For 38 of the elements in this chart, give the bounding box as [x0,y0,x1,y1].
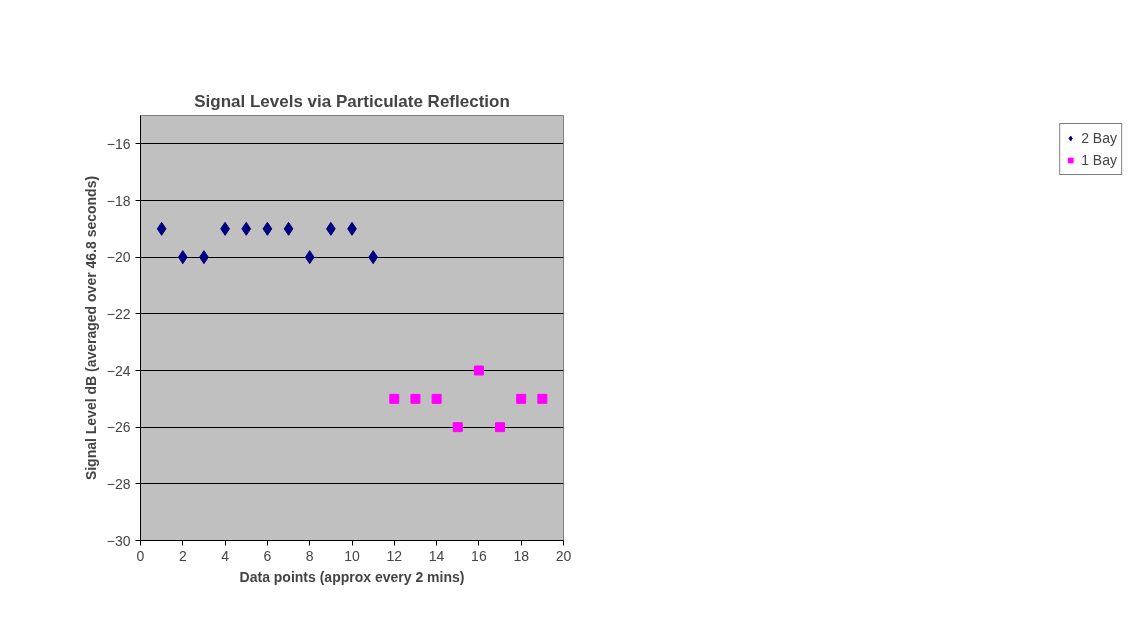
y-tick-label: −26 [106,419,131,436]
x-tick-label: 6 [263,547,272,564]
point [304,250,315,265]
point [262,221,273,236]
x-tick-label: 16 [471,547,487,564]
x-tick-label: 0 [136,547,145,564]
x-tick-label: 18 [513,547,530,564]
point [495,422,506,433]
x-tick-label: 4 [221,547,230,564]
point [410,393,421,404]
y-tick-label: −16 [106,135,131,152]
point [452,422,463,433]
y-tick-label: −18 [106,192,131,209]
point [431,393,442,404]
y-tick-label: −28 [106,475,131,492]
y-tick-label: −22 [106,305,131,322]
point [283,221,294,236]
x-tick-label: 2 [178,547,187,564]
point [473,365,484,376]
y-tick-label: −30 [106,532,131,549]
point [241,221,252,236]
point [389,393,400,404]
x-tick-label: 12 [386,547,403,564]
y-tick-label: −24 [106,362,131,379]
point [156,221,167,236]
point [516,393,527,404]
y-tick-label: −20 [106,249,131,266]
x-tick-label: 14 [428,547,445,564]
chart-title: Signal Levels via Particulate Reflection [194,91,510,111]
legend-label: 1 Bay [1081,152,1117,168]
y-axis-title: Signal Level dB (averaged over 46.8 seconds) [82,175,99,481]
x-tick-label: 20 [555,547,572,564]
point [177,250,188,265]
point [537,393,548,404]
x-axis-title: Data points (approx every 2 mins) [239,568,465,585]
x-tick-label: 10 [344,547,360,564]
x-tick-label: 8 [305,547,314,564]
legend-label: 2 Bay [1081,130,1117,146]
